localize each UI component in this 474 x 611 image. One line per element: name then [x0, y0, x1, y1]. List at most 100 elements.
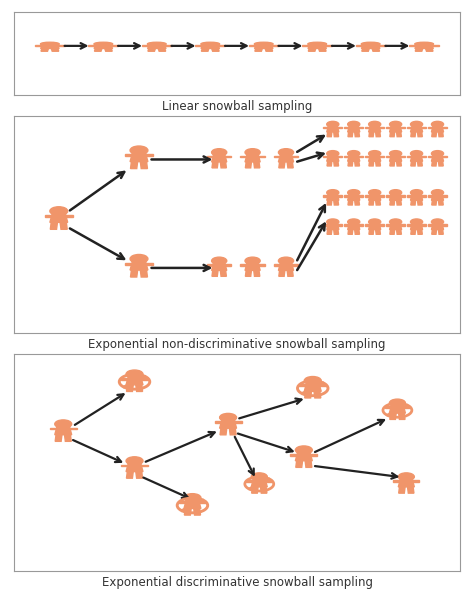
Polygon shape [369, 195, 381, 200]
Polygon shape [125, 154, 153, 156]
Polygon shape [323, 224, 343, 226]
Polygon shape [245, 263, 260, 271]
Polygon shape [344, 195, 364, 197]
Polygon shape [390, 195, 401, 200]
Polygon shape [356, 45, 386, 46]
Polygon shape [355, 161, 359, 166]
Circle shape [369, 151, 381, 156]
Polygon shape [140, 162, 147, 169]
Polygon shape [397, 132, 401, 137]
Polygon shape [375, 200, 381, 205]
Polygon shape [397, 230, 401, 234]
Circle shape [389, 399, 405, 407]
Circle shape [327, 122, 339, 127]
Polygon shape [302, 45, 332, 46]
Polygon shape [327, 200, 332, 205]
Polygon shape [319, 48, 326, 51]
Polygon shape [355, 132, 359, 137]
Polygon shape [397, 161, 401, 166]
Polygon shape [397, 200, 401, 205]
Polygon shape [398, 480, 414, 487]
Circle shape [308, 42, 327, 46]
Polygon shape [323, 195, 343, 197]
Circle shape [347, 219, 360, 225]
Polygon shape [386, 224, 405, 226]
Circle shape [245, 257, 260, 265]
Polygon shape [375, 230, 381, 234]
Polygon shape [399, 413, 405, 419]
Polygon shape [428, 127, 447, 128]
Polygon shape [409, 45, 439, 46]
Polygon shape [127, 472, 133, 478]
Polygon shape [240, 264, 264, 266]
Polygon shape [279, 271, 285, 276]
Polygon shape [130, 153, 148, 162]
Polygon shape [418, 132, 422, 137]
Polygon shape [41, 48, 48, 51]
Polygon shape [438, 161, 443, 166]
Polygon shape [369, 200, 374, 205]
Circle shape [369, 189, 381, 196]
Polygon shape [201, 45, 219, 48]
Circle shape [410, 219, 423, 225]
Polygon shape [255, 45, 273, 48]
Text: Linear snowball sampling: Linear snowball sampling [162, 100, 312, 113]
Polygon shape [126, 464, 143, 472]
Polygon shape [308, 45, 327, 48]
Polygon shape [274, 156, 298, 157]
Polygon shape [418, 230, 422, 234]
Polygon shape [438, 200, 443, 205]
Polygon shape [384, 406, 410, 408]
Text: Exponential non-discriminative snowball sampling: Exponential non-discriminative snowball … [88, 338, 386, 351]
Circle shape [201, 42, 219, 46]
Circle shape [327, 151, 339, 156]
Polygon shape [40, 45, 59, 48]
Polygon shape [305, 461, 312, 467]
Polygon shape [327, 224, 339, 230]
Polygon shape [431, 126, 444, 132]
Polygon shape [60, 222, 67, 229]
Polygon shape [334, 132, 338, 137]
Polygon shape [407, 156, 426, 158]
Circle shape [327, 189, 339, 196]
Polygon shape [365, 127, 384, 128]
Polygon shape [251, 480, 267, 487]
Polygon shape [438, 230, 443, 234]
Polygon shape [411, 200, 416, 205]
Polygon shape [407, 195, 426, 197]
Polygon shape [415, 48, 423, 51]
Polygon shape [375, 132, 381, 137]
Polygon shape [418, 161, 422, 166]
Polygon shape [426, 48, 433, 51]
Polygon shape [361, 45, 380, 48]
Polygon shape [327, 156, 339, 161]
Polygon shape [369, 161, 374, 166]
Polygon shape [148, 48, 155, 51]
Polygon shape [50, 428, 77, 430]
Polygon shape [369, 126, 381, 132]
Polygon shape [438, 132, 443, 137]
Polygon shape [347, 156, 360, 161]
Polygon shape [344, 156, 364, 158]
Polygon shape [323, 156, 343, 158]
Circle shape [126, 457, 143, 465]
Circle shape [361, 42, 380, 46]
Circle shape [431, 189, 444, 196]
Polygon shape [51, 48, 59, 51]
Circle shape [398, 473, 414, 481]
Polygon shape [348, 132, 353, 137]
Polygon shape [194, 508, 201, 515]
Polygon shape [347, 224, 360, 230]
Polygon shape [327, 230, 332, 234]
Polygon shape [410, 156, 423, 161]
Polygon shape [327, 126, 339, 132]
Polygon shape [323, 127, 343, 128]
Polygon shape [136, 472, 143, 478]
Polygon shape [220, 271, 227, 276]
Polygon shape [136, 385, 143, 392]
Circle shape [278, 257, 293, 265]
Circle shape [327, 219, 339, 225]
Polygon shape [127, 385, 133, 392]
Polygon shape [408, 487, 414, 493]
Polygon shape [369, 230, 374, 234]
